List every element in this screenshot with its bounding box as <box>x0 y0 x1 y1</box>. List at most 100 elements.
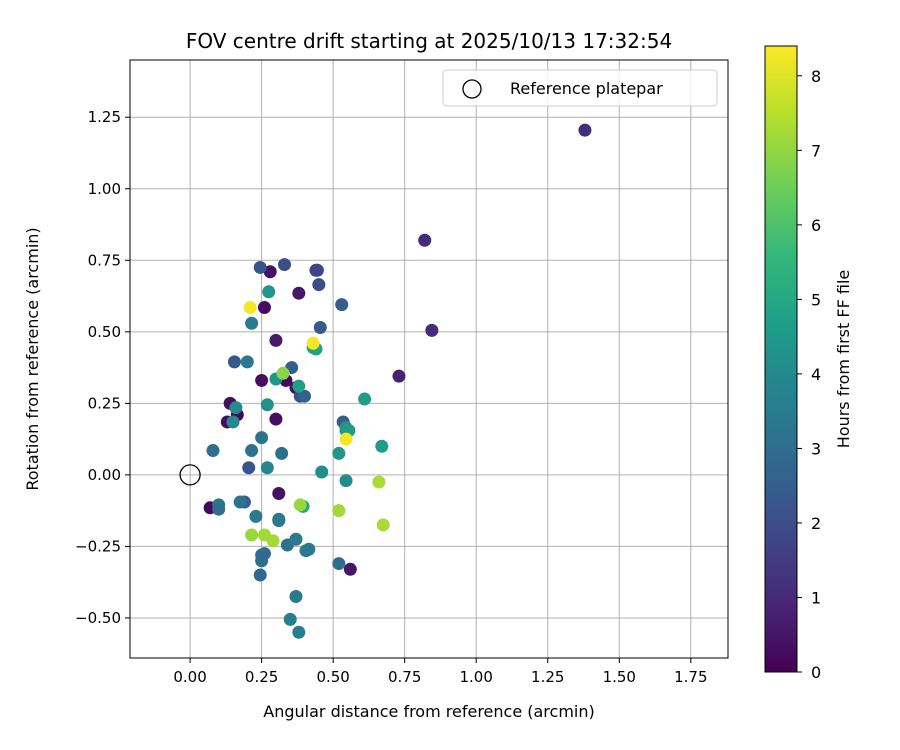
legend-box <box>442 69 718 107</box>
data-point <box>245 316 259 330</box>
x-tick-label: 1.25 <box>531 668 564 686</box>
reference-platepar-point <box>179 464 201 486</box>
data-point <box>289 532 303 546</box>
data-point <box>375 439 389 453</box>
colorbar-ticks: 0 1 2 3 4 5 6 7 8 <box>797 67 821 682</box>
data-point <box>257 300 271 314</box>
y-tick-label: 1.00 <box>88 180 121 198</box>
data-point <box>260 398 274 412</box>
data-point <box>272 486 286 500</box>
colorbar-label: Hours from first FF file <box>834 270 853 449</box>
x-axis-label: Angular distance from reference (arcmin) <box>263 702 594 721</box>
data-point <box>243 300 257 314</box>
data-point <box>212 502 226 516</box>
data-point <box>358 392 372 406</box>
data-point <box>275 446 289 460</box>
data-point <box>255 431 269 445</box>
x-tick-label: 1.50 <box>603 668 636 686</box>
data-point <box>292 625 306 639</box>
data-point <box>292 286 306 300</box>
data-point <box>227 355 241 369</box>
data-point <box>372 475 386 489</box>
plot-frame <box>129 59 729 659</box>
colorbar-tick-label: 2 <box>811 514 821 533</box>
data-point <box>306 336 320 350</box>
data-point <box>289 589 303 603</box>
data-point <box>302 542 316 556</box>
y-tick-label: 1.25 <box>88 108 121 126</box>
data-point <box>310 263 324 277</box>
data-point <box>262 285 276 299</box>
y-axis-label: Rotation from reference (arcmin) <box>23 227 42 490</box>
data-point <box>313 321 327 335</box>
data-point <box>276 366 290 380</box>
data-point <box>249 509 263 523</box>
x-tick-label: 0.50 <box>316 668 349 686</box>
x-tick-label: 0.75 <box>388 668 421 686</box>
colorbar-tick-label: 4 <box>811 365 821 384</box>
data-point <box>332 557 346 571</box>
data-point <box>298 389 312 403</box>
legend: Reference platepar <box>442 69 718 107</box>
data-point <box>240 355 254 369</box>
reference-marker-icon <box>462 79 482 99</box>
x-axis: 0.00 0.25 0.50 0.75 1.00 1.25 1.50 1.75 <box>173 658 708 686</box>
data-point <box>245 444 259 458</box>
data-point <box>283 612 297 626</box>
data-point <box>335 298 349 312</box>
data-point <box>226 415 240 429</box>
data-point <box>312 278 326 292</box>
data-point <box>343 562 357 576</box>
data-point <box>392 369 406 383</box>
data-point <box>263 265 277 279</box>
data-point <box>245 528 259 542</box>
data-point <box>425 323 439 337</box>
y-tick-label: −0.25 <box>75 537 121 555</box>
data-point <box>253 260 267 274</box>
y-tick-label: 0.00 <box>88 466 121 484</box>
y-tick-label: 0.50 <box>88 323 121 341</box>
y-tick-label: −0.50 <box>75 609 121 627</box>
gridlines <box>130 60 728 658</box>
colorbar-tick-label: 5 <box>811 290 821 309</box>
chart-title: FOV centre drift starting at 2025/10/13 … <box>186 29 672 53</box>
data-point <box>255 373 269 387</box>
data-point <box>376 518 390 532</box>
data-point <box>418 233 432 247</box>
data-point <box>292 379 306 393</box>
data-point <box>242 461 256 475</box>
data-point <box>260 461 274 475</box>
x-tick-label: 1.75 <box>674 668 707 686</box>
colorbar: 0 1 2 3 4 5 6 7 8 Hours from first FF file <box>764 45 853 682</box>
y-axis: −0.50 −0.25 0.00 0.25 0.50 0.75 1.00 1.25 <box>75 108 130 627</box>
colorbar-tick-label: 8 <box>811 67 821 86</box>
data-point <box>315 465 329 479</box>
data-point <box>269 412 283 426</box>
x-tick-label: 0.25 <box>245 668 278 686</box>
data-point <box>257 547 271 561</box>
y-tick-label: 0.75 <box>88 251 121 269</box>
data-point <box>293 498 307 512</box>
data-point <box>269 333 283 347</box>
data-point <box>339 432 353 446</box>
colorbar-gradient <box>764 45 798 673</box>
colorbar-tick-label: 7 <box>811 141 821 160</box>
legend-label: Reference platepar <box>510 79 663 98</box>
data-point <box>233 495 247 509</box>
colorbar-tick-label: 3 <box>811 439 821 458</box>
data-point <box>253 568 267 582</box>
data-points <box>179 123 592 639</box>
data-point <box>272 514 286 528</box>
data-point <box>332 446 346 460</box>
colorbar-tick-label: 6 <box>811 216 821 235</box>
colorbar-tick-label: 0 <box>811 663 821 682</box>
data-point <box>229 401 243 415</box>
y-tick-label: 0.25 <box>88 394 121 412</box>
data-point <box>278 258 292 272</box>
data-point <box>578 123 592 137</box>
data-point <box>266 534 280 548</box>
x-tick-label: 1.00 <box>460 668 493 686</box>
data-point <box>206 444 220 458</box>
